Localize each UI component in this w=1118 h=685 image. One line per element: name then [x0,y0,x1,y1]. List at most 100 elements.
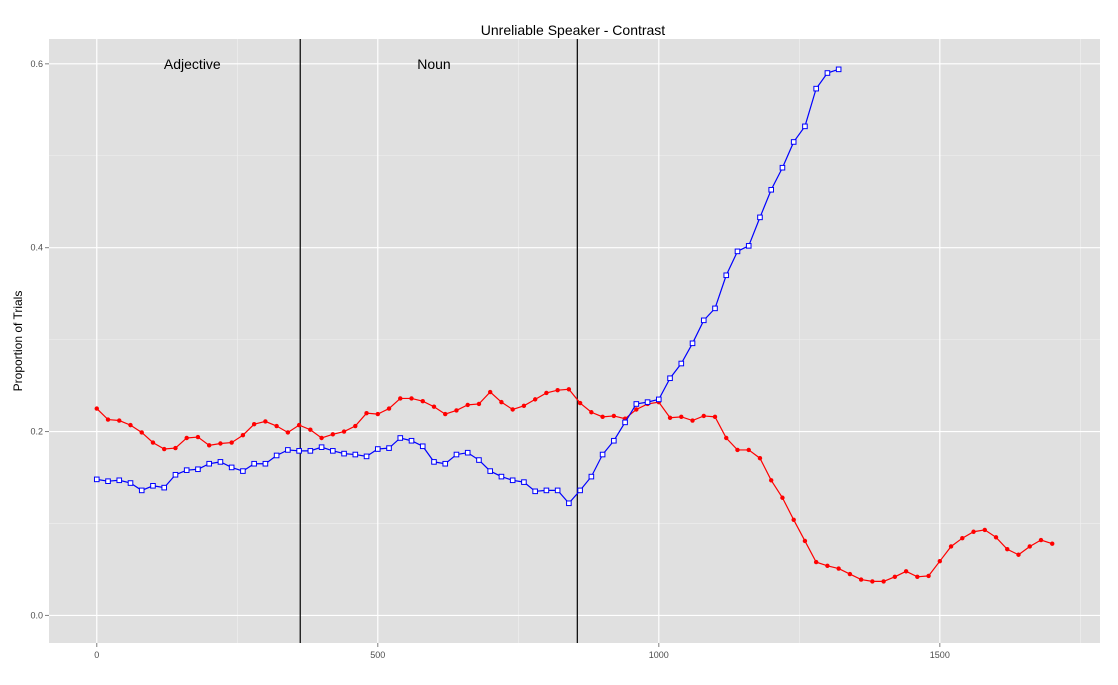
data-point-square [476,457,482,463]
data-point-dot [634,407,639,412]
y-tick-label: 0.2 [30,427,43,437]
data-point-dot [836,566,841,571]
data-point-square [397,435,404,441]
data-point-square [577,487,583,494]
data-point-square [228,464,235,471]
data-point-square [689,340,696,347]
data-point-square [835,66,842,73]
data-point-dot [881,579,886,584]
section-divider-lines [299,39,578,643]
data-point-square [419,443,426,450]
data-point-dot [926,573,931,579]
data-point-square [374,446,381,452]
data-point-dot [94,406,99,411]
data-point-dot [150,440,156,445]
data-point-square [532,488,538,495]
data-point-dot [667,415,673,420]
data-point-dot [780,495,785,500]
data-point-square [543,487,550,494]
data-point-dot [487,389,493,395]
data-point-dot [903,569,909,574]
data-point-square [431,459,437,465]
data-point-dot [757,456,763,461]
plot-panel [49,39,1100,643]
data-point-square [352,451,359,458]
data-point-dot [858,577,864,582]
data-point-dot [746,447,751,453]
data-point-square [296,448,302,454]
data-point-square [779,164,786,171]
data-point-dot [139,430,144,435]
data-point-square [790,139,797,145]
chart-title: Unreliable Speaker - Contrast [481,22,666,38]
data-point-square [678,360,685,367]
data-point-square [116,477,123,484]
data-point-square [150,482,156,489]
data-point-square [498,473,505,480]
data-point-dot [802,538,808,544]
minor-gridlines [49,39,1100,643]
data-point-dot [117,418,122,423]
data-point-dot [735,447,740,453]
data-point-dot [285,430,291,435]
data-point-dot [589,410,594,415]
data-point-square [464,449,471,456]
y-tick-label: 0.0 [30,610,43,620]
data-point-dot [353,423,358,429]
data-point-dot [712,414,718,420]
data-point-dot [319,435,324,441]
data-point-square [161,484,168,491]
data-point-dot [465,402,470,408]
data-point-square [734,248,741,255]
data-point-dot [577,400,583,406]
data-point-dot [825,563,830,568]
data-point-square [566,500,572,507]
x-tick-label: 1500 [930,650,950,660]
data-point-dot [173,445,178,451]
data-point-square [330,448,336,454]
data-point-dot [813,559,819,565]
data-point-dot [375,411,380,417]
data-point-square [667,375,673,382]
y-tick-label: 0.4 [30,243,43,253]
data-point-square [521,479,527,485]
data-point-dot [724,435,729,441]
data-point-square [745,243,752,249]
data-point-dot [847,571,853,577]
x-tick-label: 0 [94,650,99,660]
data-point-square [262,460,269,467]
data-point-dot [206,443,212,448]
data-point-square [554,487,561,494]
data-point-square [386,445,392,451]
data-point-square [183,467,190,473]
data-point-dot [308,427,313,432]
data-point-square [656,396,662,403]
data-point-square [813,85,819,92]
data-point-dot [1038,537,1044,543]
data-point-dot [937,558,943,564]
data-point-square [138,487,145,494]
data-point-square [341,450,347,457]
data-point-dot [476,401,482,407]
data-point-dot [420,399,425,404]
data-point-square [285,447,291,453]
data-point-square [509,477,516,484]
data-point-square [127,480,134,486]
data-point-square [700,317,707,324]
data-point-square [824,70,831,76]
data-point-dot [679,414,684,420]
data-point-dot [1050,541,1055,546]
data-point-dot [690,418,695,423]
data-point-square [105,478,111,484]
data-point-dot [409,396,414,401]
data-point-dot [386,406,392,411]
data-point-dot [443,411,448,417]
section-label: Noun [417,56,450,72]
data-point-dot [982,527,987,533]
x-tick-label: 500 [370,650,385,660]
data-point-dot [218,441,223,446]
y-axis-label: Proportion of Trials [11,291,25,392]
data-point-square [622,419,628,426]
x-tick-label: 1000 [649,650,669,660]
